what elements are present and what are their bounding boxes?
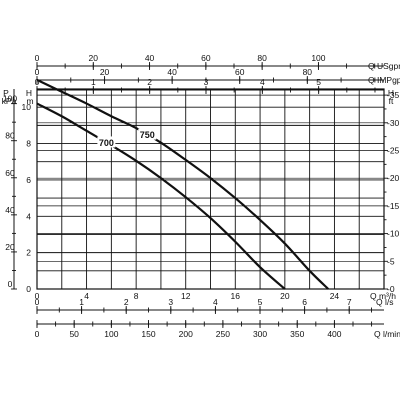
y-tick-label: 10	[22, 102, 32, 112]
bottom-axis-label: Q l/s	[376, 297, 393, 307]
kpa-tick-label: 40	[5, 205, 15, 215]
grid	[36, 88, 385, 290]
top-axis-tick-label: 1	[91, 77, 96, 87]
top-axis-tick-label: 0	[35, 77, 40, 87]
bottom-axis-tick-label: 7	[347, 297, 352, 307]
x-tick-label: 0	[35, 291, 40, 301]
x-tick-label: 8	[134, 291, 139, 301]
bottom-axis-tick-label: 50	[69, 329, 79, 339]
y-axis-unit: m	[26, 96, 33, 106]
top-axis-label: Q USgpm	[368, 61, 400, 71]
kpa-axis-unit: kPa	[2, 96, 17, 106]
x-tick-label: 4	[84, 291, 89, 301]
bottom-axis-tick-label: 2	[124, 297, 129, 307]
bottom-axis-tick-label: 5	[258, 297, 263, 307]
y-tick-label: 6	[26, 175, 31, 185]
x-tick-label: 16	[231, 291, 241, 301]
series-label-bg	[138, 128, 157, 140]
y-tick-label: 2	[26, 248, 31, 258]
top-axis-tick-label: 40	[167, 67, 177, 77]
bottom-axis-tick-label: 300	[253, 329, 267, 339]
bottom-axis-tick-label: 0	[35, 329, 40, 339]
bottom-axis-tick-label: 150	[141, 329, 155, 339]
ft-tick-label: -0	[387, 284, 395, 294]
x-tick-label: 12	[181, 291, 191, 301]
y-tick-label: 8	[26, 139, 31, 149]
series-line-750	[36, 78, 329, 290]
top-axis-tick-label: 20	[100, 67, 110, 77]
x-axis-label: Q m³/h	[370, 291, 396, 301]
bottom-axis-tick-label: 0	[35, 297, 40, 307]
ft-tick-label: -10	[387, 229, 400, 239]
bottom-axis-tick-label: 200	[179, 329, 193, 339]
kpa-tick-label: 100	[3, 94, 17, 104]
plot-frame	[36, 88, 385, 290]
top-axis-tick-label: 20	[89, 53, 99, 63]
top-axis-tick-label: 60	[201, 53, 211, 63]
top-axis-tick-label: 60	[235, 67, 245, 77]
top-axis-tick-label: 3	[204, 77, 209, 87]
top-axis-tick-label: 2	[147, 77, 152, 87]
series-label-700: 700	[99, 138, 114, 148]
kpa-tick-label: 60	[5, 168, 15, 178]
top-axis-tick-label: 4	[260, 77, 265, 87]
bottom-axis-tick-label: 1	[79, 297, 84, 307]
top-axis-tick-label: 40	[145, 53, 155, 63]
y-axis-label: H	[26, 88, 32, 98]
bottom-axis-tick-label: 350	[290, 329, 304, 339]
x-tick-label: 20	[280, 291, 290, 301]
series-line-700	[36, 102, 286, 290]
y-tick-label: 0	[26, 284, 31, 294]
kpa-tick-label: 20	[5, 242, 15, 252]
ft-tick-label: -30	[387, 118, 400, 128]
top-axis-tick-label: 80	[257, 53, 267, 63]
top-axis-tick-label: 5	[316, 77, 321, 87]
series-label-bg	[97, 136, 116, 148]
top-axis-label: Q IMPgpm	[368, 75, 400, 85]
bottom-axis-tick-label: 400	[327, 329, 341, 339]
series-label-750: 750	[140, 130, 155, 140]
x-tick-label: 24	[330, 291, 340, 301]
top-axis-tick-label: 0	[35, 53, 40, 63]
bottom-axis-tick-label: 3	[168, 297, 173, 307]
ft-tick-label: -15	[387, 201, 400, 211]
ft-axis-label: H	[388, 88, 394, 98]
ft-tick-label: -20	[387, 173, 400, 183]
top-axis-tick-label: 0	[35, 67, 40, 77]
y-tick-label: 4	[26, 211, 31, 221]
bottom-axis-tick-label: 100	[104, 329, 118, 339]
bottom-axis-tick-label: 6	[302, 297, 307, 307]
top-axis-tick-label: 100	[311, 53, 325, 63]
ft-tick-label: -35	[387, 90, 400, 100]
kpa-axis-label: P	[3, 88, 9, 98]
kpa-tick-label: 80	[5, 131, 15, 141]
top-axis-tick-label: 80	[303, 67, 313, 77]
kpa-tick-label: 0	[8, 279, 13, 289]
bottom-axis-tick-label: 250	[216, 329, 230, 339]
bottom-axis-label: Q l/min	[374, 329, 400, 339]
ft-axis-unit: ft	[389, 96, 394, 106]
ft-tick-label: -5	[387, 256, 395, 266]
ft-tick-label: -25	[387, 145, 400, 155]
bottom-axis-tick-label: 4	[213, 297, 218, 307]
